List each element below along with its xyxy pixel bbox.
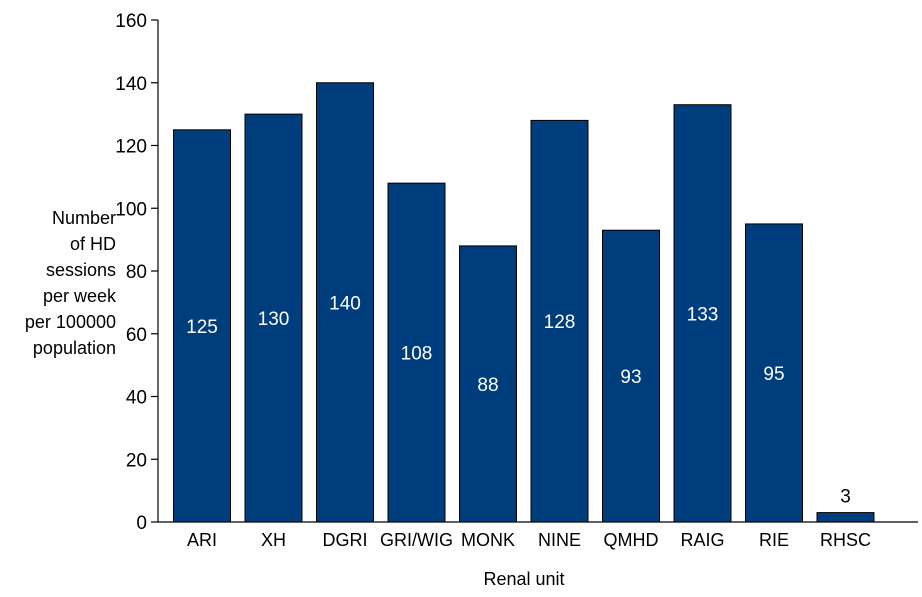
- bar: [745, 223, 803, 523]
- data-label: 128: [544, 312, 576, 333]
- y-tick-label: 40: [126, 388, 147, 409]
- y-axis: 0 20 40 60 80 100 120 140 160: [115, 11, 159, 534]
- x-axis-title: Renal unit: [483, 569, 564, 589]
- y-axis-title-line: Number: [52, 208, 116, 228]
- bar: [387, 182, 446, 523]
- x-tick-label: RAIG: [680, 530, 724, 550]
- data-label: 125: [186, 317, 218, 338]
- bar: [602, 229, 660, 523]
- y-axis-title-line: population: [33, 338, 116, 358]
- data-label: 3: [840, 487, 851, 508]
- data-label: 93: [620, 367, 641, 388]
- y-axis-title-line: sessions: [46, 260, 116, 280]
- y-tick-label: 0: [136, 513, 147, 534]
- bar: [316, 82, 374, 523]
- data-label: 140: [329, 293, 361, 314]
- x-tick-label: NINE: [538, 530, 581, 550]
- data-label: 108: [401, 344, 433, 365]
- data-label: 95: [763, 364, 784, 385]
- bar: [673, 104, 732, 523]
- x-tick-label: RHSC: [820, 530, 871, 550]
- data-label: 133: [687, 304, 719, 325]
- x-tick-label: DGRI: [323, 530, 368, 550]
- x-tick-label: ARI: [187, 530, 217, 550]
- y-tick-label: 60: [126, 325, 147, 346]
- x-axis: ARI XH DGRI GRI/WIG MONK NINE QMHD RAIG RIE RHSC: [158, 521, 918, 550]
- y-tick-label: 160: [115, 11, 147, 32]
- x-tick-label: QMHD: [604, 530, 659, 550]
- bars: 125 130 140 108 88 128 93 133 95 3: [173, 82, 875, 523]
- bar: [459, 245, 517, 523]
- data-label: 130: [258, 309, 290, 330]
- y-tick-label: 20: [126, 450, 147, 471]
- bar: [173, 129, 231, 523]
- x-tick-label: MONK: [461, 530, 515, 550]
- y-axis-title-line: of HD: [70, 234, 116, 254]
- y-axis-title-line: per week: [43, 286, 117, 306]
- y-axis-title: Number of HD sessions per week per 100000 pop…: [25, 208, 117, 358]
- y-tick-label: 80: [126, 262, 147, 283]
- data-label: 88: [477, 375, 498, 396]
- y-tick-label: 120: [115, 137, 147, 158]
- y-axis-title-line: per 100000: [25, 312, 116, 332]
- y-tick-label: 100: [115, 199, 147, 220]
- bar: [530, 119, 589, 523]
- bar: [244, 113, 303, 523]
- y-tick-label: 140: [115, 74, 147, 95]
- x-tick-label: RIE: [759, 530, 789, 550]
- x-tick-label: GRI/WIG: [380, 530, 453, 550]
- bar: [816, 512, 875, 523]
- x-tick-label: XH: [261, 530, 286, 550]
